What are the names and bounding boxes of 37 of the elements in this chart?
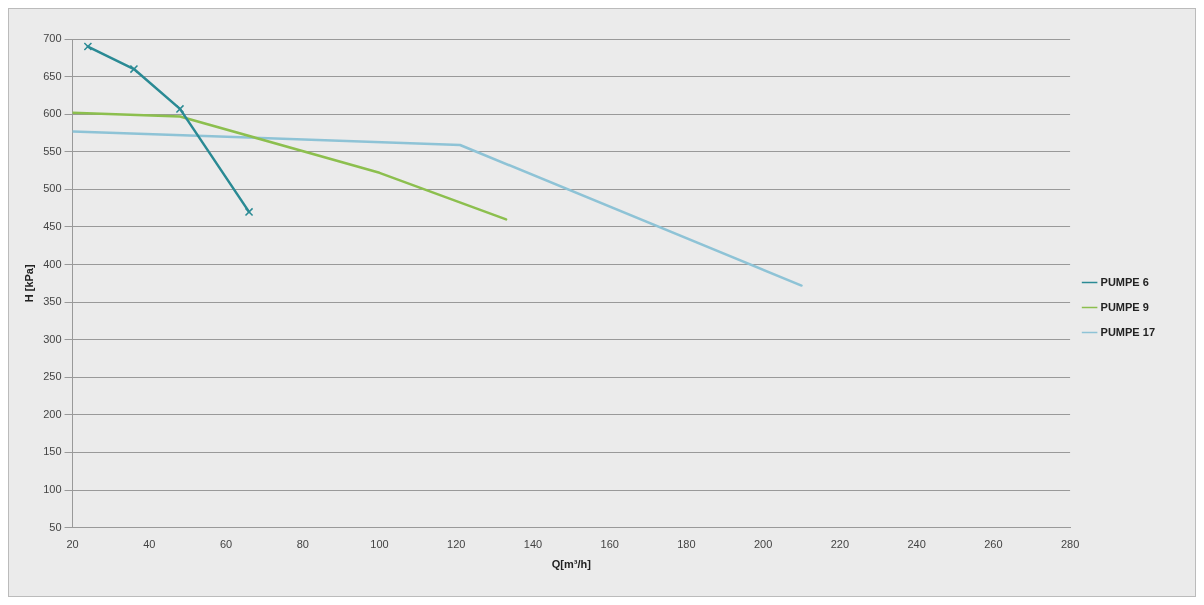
legend-label: PUMPE 17 [1100,325,1156,338]
y-tick-label: 400 [43,257,62,270]
y-tick-label: 550 [43,144,62,157]
x-tick-label: 60 [219,538,233,551]
x-tick-label: 200 [753,538,773,551]
point [244,207,254,217]
y-tick-label: 250 [43,370,62,383]
x-tick-label: 280 [1060,538,1080,551]
x-tick-label: 180 [677,538,696,551]
x-tick-label: 80 [296,538,309,551]
y-tick-label: 150 [43,445,62,458]
y-tick-label: 300 [43,332,62,345]
y-tick-label: 350 [43,295,62,308]
y-tick-label: 100 [43,483,62,496]
y-tick-label: 450 [43,219,62,232]
y-tick-label: 50 [49,520,62,533]
legend-label: PUMPE 6 [1100,275,1149,288]
x-tick-label: 20 [66,538,79,551]
x-tick-label: 100 [370,538,389,551]
x-tick-label: 120 [447,538,466,551]
x-tick-label: 160 [600,538,619,551]
y-tick-label: 500 [43,182,62,195]
x-tick-label: 40 [143,538,156,551]
point [83,42,93,51]
point [175,104,185,114]
x-axis-title: Q[m³/h] [551,558,592,571]
y-tick-label: 200 [43,407,62,420]
x-tick-label: 260 [984,538,1003,551]
x-tick-label: 140 [523,538,543,551]
x-tick-label: 240 [907,538,926,551]
x-tick-label: 220 [830,538,850,551]
point [129,64,139,74]
y-axis-title: H [kPa] [22,264,35,303]
legend-label: PUMPE 9 [1100,300,1149,313]
y-tick-label: 700 [43,32,62,45]
y-tick-label: 650 [43,69,62,82]
y-tick-label: 600 [43,107,62,120]
